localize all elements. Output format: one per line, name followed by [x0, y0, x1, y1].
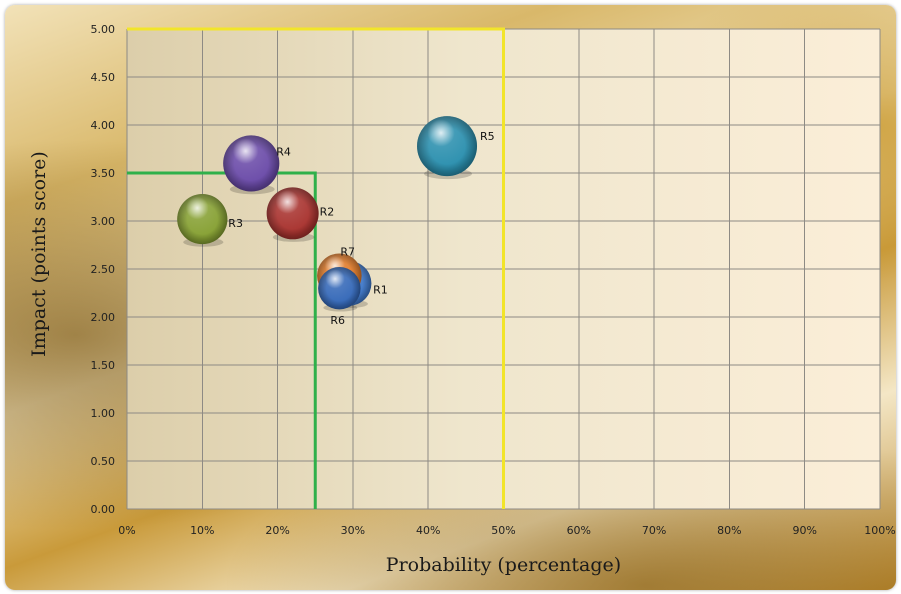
- x-tick-label: 50%: [491, 524, 515, 537]
- y-tick-label: 2.50: [91, 263, 116, 276]
- bubble-label-r1: R1: [373, 283, 388, 296]
- y-tick-label: 4.00: [91, 119, 116, 132]
- x-tick-label: 20%: [265, 524, 289, 537]
- y-tick-label: 2.00: [91, 311, 116, 324]
- threshold-line-1: [127, 171, 317, 509]
- y-tick-label: 1.00: [91, 407, 116, 420]
- bubble-labels: R1 R2 R3 R4 R5 R6 R7: [228, 130, 494, 327]
- bubble-r4: [223, 135, 280, 195]
- bubble-label-r5: R5: [480, 130, 495, 143]
- y-tick-label: 1.50: [91, 359, 116, 372]
- y-tick-label: 0.00: [91, 503, 116, 516]
- bubble-label-r2: R2: [320, 205, 335, 218]
- x-tick-label: 70%: [642, 524, 666, 537]
- threshold-line-2: [127, 27, 505, 509]
- y-tick-label: 5.00: [91, 23, 116, 36]
- y-axis-title: Impact (points score): [28, 151, 50, 357]
- chart-frame: R1 R2 R3 R4 R5 R6 R7 0% 10% 20% 30% 40% 50% 60% 70% 80…: [5, 5, 896, 590]
- bubble-label-r4: R4: [276, 145, 291, 158]
- x-tick-label: 10%: [190, 524, 214, 537]
- x-tick-label: 90%: [792, 524, 816, 537]
- bubble-label-r6: R6: [330, 314, 345, 327]
- bubble-chart: R1 R2 R3 R4 R5 R6 R7 0% 10% 20% 30% 40% 50% 60% 70% 80…: [28, 23, 896, 576]
- y-axis-ticks: 0.00 0.50 1.00 1.50 2.00 2.50 3.00 3.50 4.00 4.50…: [91, 23, 116, 516]
- y-tick-label: 3.50: [91, 167, 116, 180]
- y-tick-label: 3.00: [91, 215, 116, 228]
- bubble-r6: [318, 266, 361, 312]
- bubble-r5: [417, 116, 478, 180]
- y-tick-label: 0.50: [91, 455, 116, 468]
- x-tick-label: 0%: [118, 524, 135, 537]
- x-tick-label: 80%: [717, 524, 741, 537]
- x-axis-title: Probability (percentage): [386, 554, 621, 576]
- x-tick-label: 30%: [341, 524, 365, 537]
- bubble-label-r7: R7: [340, 246, 355, 259]
- bubbles: [177, 116, 478, 312]
- x-tick-label: 100%: [864, 524, 895, 537]
- bubble-r2: [266, 187, 319, 242]
- bubble-r3: [177, 193, 228, 247]
- threshold-lines: [127, 27, 505, 509]
- bubble-label-r3: R3: [228, 217, 243, 230]
- x-tick-label: 60%: [567, 524, 591, 537]
- y-tick-label: 4.50: [91, 71, 116, 84]
- x-axis-ticks: 0% 10% 20% 30% 40% 50% 60% 70% 80% 90% 100%: [118, 524, 895, 537]
- x-tick-label: 40%: [416, 524, 440, 537]
